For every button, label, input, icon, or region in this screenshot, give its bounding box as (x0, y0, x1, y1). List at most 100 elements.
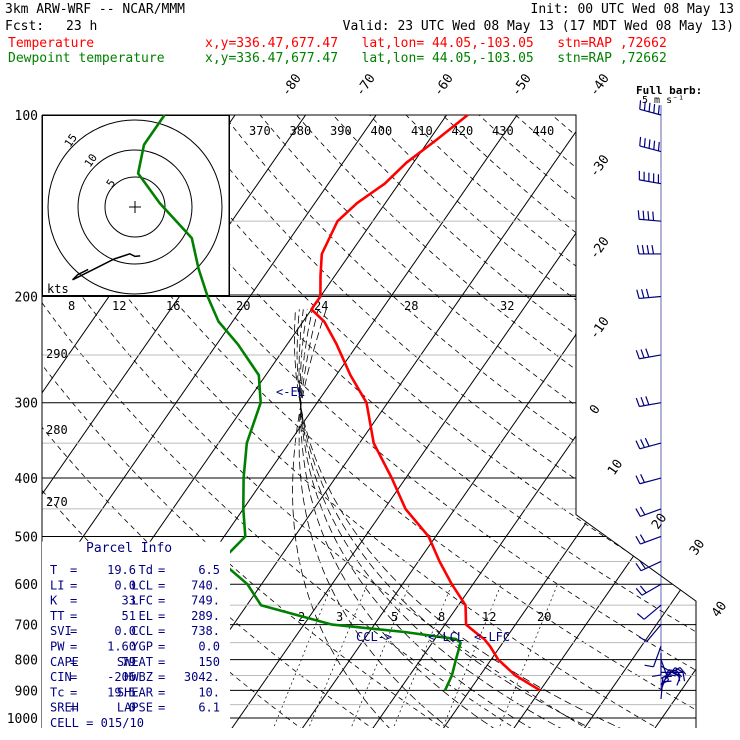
wind-barb (635, 396, 662, 408)
wind-barb (635, 437, 662, 450)
pressure-tick-label: 100 (15, 109, 38, 124)
pressure-tick-label: 200 (15, 291, 38, 306)
wind-barb-feather (679, 667, 687, 675)
wind-barb-feather (635, 397, 640, 407)
mixing-ratio-label: 12 (482, 610, 496, 624)
pressure-tick-label: 900 (15, 684, 38, 699)
parcel-info-value: 1.60 (107, 640, 136, 654)
parcel-info-equals: = (70, 685, 77, 699)
wind-barb-feather (641, 289, 645, 299)
wind-barb (639, 136, 662, 153)
parcel-info-equals: = (70, 624, 77, 638)
wind-barb-feather (639, 136, 642, 146)
wind-barb-shaft (646, 624, 662, 642)
mixing-ratio-line (307, 584, 368, 728)
wind-barb-feather (635, 563, 642, 572)
mixing-ratio-label: 3 (336, 610, 343, 624)
wind-barb-shaft (640, 560, 662, 572)
hodograph-ring-label: 10 (82, 151, 100, 169)
isotherm-label: -30 (587, 152, 613, 180)
parcel-info-value: 3042. (184, 670, 220, 684)
pressure-tick-label: 1000 (7, 712, 38, 727)
wind-barb-feather (641, 244, 645, 255)
wind-barb-feather (657, 105, 660, 115)
parcel-info-equals: = (70, 670, 77, 684)
wind-barb (635, 560, 662, 572)
dry-adiabat-label: 280 (46, 423, 68, 437)
hodograph-ring-label: 15 (62, 131, 80, 149)
parcel-info-key: LFC (131, 594, 153, 608)
parcel-info-key: CAPE (50, 655, 79, 669)
lcl-marker: <-LCL (428, 630, 464, 644)
wind-barb (636, 604, 662, 620)
speed-scale-label: 16 (166, 299, 180, 313)
wind-barb-feather (639, 534, 646, 543)
lfc-marker: <-LFC (474, 630, 510, 644)
parcel-info-key: YGP (131, 640, 153, 654)
wind-barb (636, 288, 662, 300)
pressure-tick-label: 800 (15, 654, 38, 669)
parcel-info-key: Td (139, 563, 153, 577)
el-marker: <-EL (276, 385, 305, 399)
wind-barb-shaft (639, 179, 662, 185)
wind-barb-shaft (639, 354, 662, 360)
theta-e-label: 410 (411, 124, 433, 138)
wind-barb-shaft (639, 145, 662, 153)
parcel-info-equals: = (158, 701, 165, 715)
parcel-info-key: K (50, 594, 58, 608)
wind-barb-feather (676, 676, 681, 686)
parcel-info-equals: = (70, 640, 77, 654)
mixing-ratio-line (391, 584, 453, 728)
wind-barb-shaft (639, 218, 662, 222)
moist-adiabat-line (298, 309, 453, 728)
ccl-marker: CCL-> (356, 630, 392, 644)
dewpoint-profile (136, 114, 462, 691)
temperature-profile (310, 113, 541, 692)
dry-adiabat-line (556, 115, 696, 728)
isotherm-label: -10 (587, 314, 613, 342)
parcel-info-key: Tc (50, 685, 64, 699)
isotherm-line (159, 115, 608, 728)
parcel-info-key: T (50, 563, 57, 577)
parcel-info-background (42, 541, 230, 728)
wind-barb-feather (639, 506, 646, 516)
wind-barb-feather (674, 667, 684, 673)
parcel-info-title: Parcel Info (86, 541, 172, 556)
isotherm-label: 20 (649, 511, 670, 532)
parcel-info-value: 289. (191, 609, 220, 623)
parcel-info-key: SHEAR (117, 685, 154, 699)
wind-barb (639, 100, 662, 116)
wind-barb-feather (639, 585, 647, 594)
parcel-info-equals: = (158, 655, 165, 669)
wind-barb-feather (639, 560, 646, 570)
mixing-ratio-line (349, 584, 410, 728)
mixing-ratio-line (497, 584, 558, 728)
isotherm-label: -70 (353, 71, 379, 99)
wind-barb-shaft (639, 442, 662, 450)
wind-barb-feather (640, 474, 645, 483)
parcel-info-value: 79 (122, 655, 136, 669)
valid-time: Valid: 23 UTC Wed 08 May 13 (17 MDT Wed … (342, 19, 734, 34)
wind-barb-feather (640, 397, 645, 406)
wind-barb-feather (637, 210, 640, 220)
wind-barb-shaft (639, 108, 662, 116)
parcel-info-value: 19.6 (107, 563, 136, 577)
isotherm-label: 40 (709, 599, 730, 620)
theta-e-label: 370 (249, 124, 271, 138)
parcel-info-value: 738. (191, 624, 220, 638)
hodograph-ring (47, 119, 223, 295)
wind-barbs (635, 100, 687, 700)
parcel-info-key: LI (50, 578, 64, 592)
wind-barb (652, 652, 662, 678)
wind-barb-feather (642, 210, 645, 220)
moist-adiabat-line (298, 309, 566, 728)
speed-scale-label: 20 (236, 299, 250, 313)
speed-scale-label: 28 (404, 299, 418, 313)
right-axis (575, 115, 697, 728)
wind-barb-shaft (643, 604, 662, 620)
speed-scale-label: 12 (112, 299, 126, 313)
parcel-info-cell: CELL = 015/10 (50, 716, 144, 730)
wind-barb (636, 244, 661, 255)
parcel-info-key: LCL (131, 578, 153, 592)
